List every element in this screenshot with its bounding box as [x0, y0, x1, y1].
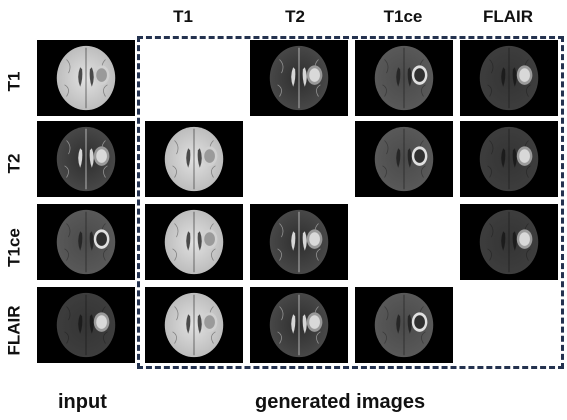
row-header-flair: FLAIR: [6, 301, 23, 361]
generated-image-t1-to-t1ce: [355, 40, 453, 116]
generated-image-t1-to-flair: [460, 40, 558, 116]
generated-image-t1ce-to-t1: [145, 204, 243, 280]
generated-image-t1ce-to-t2: [250, 204, 348, 280]
generated-image-flair-to-t1: [145, 287, 243, 363]
row-header-t1: T1: [6, 52, 23, 112]
input-image-t1ce-to-t1ce: [37, 204, 135, 280]
input-image-t2-to-t2: [37, 121, 135, 197]
column-header-t1: T1: [133, 8, 233, 25]
generated-image-flair-to-t1ce: [355, 287, 453, 363]
input-image-t1-to-t1: [37, 40, 135, 116]
column-header-flair: FLAIR: [458, 8, 558, 25]
generated-image-t1ce-to-flair: [460, 204, 558, 280]
generated-image-t2-to-flair: [460, 121, 558, 197]
row-header-t2: T2: [6, 134, 23, 194]
column-header-t1ce: T1ce: [353, 8, 453, 25]
generated-image-t2-to-t1: [145, 121, 243, 197]
generated-image-flair-to-t2: [250, 287, 348, 363]
input-label: input: [58, 392, 107, 412]
column-header-t2: T2: [245, 8, 345, 25]
row-header-t1ce: T1ce: [6, 218, 23, 278]
generated-images-label: generated images: [255, 392, 425, 412]
generated-image-t2-to-t1ce: [355, 121, 453, 197]
input-image-flair-to-flair: [37, 287, 135, 363]
generated-image-t1-to-t2: [250, 40, 348, 116]
